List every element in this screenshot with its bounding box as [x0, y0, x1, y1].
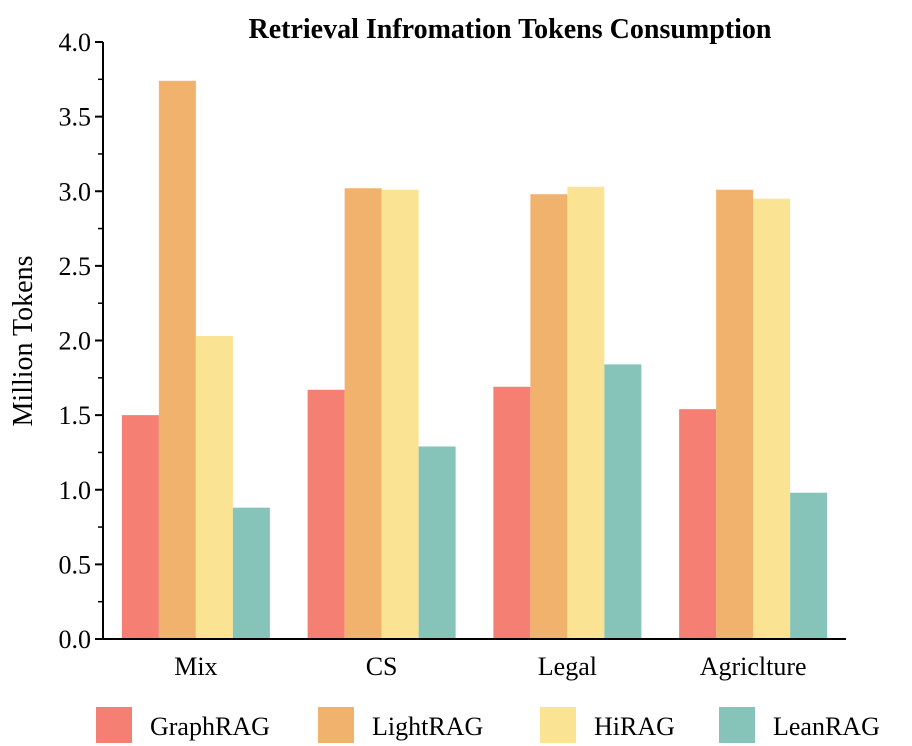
legend: GraphRAG LightRAG HiRAG LeanRAG — [96, 707, 880, 743]
bar-graphrag-legal — [493, 386, 531, 639]
bar-graphrag-cs — [307, 389, 345, 639]
legend-swatch-leanrag — [719, 707, 755, 743]
y-tick-label: 2.5 — [59, 252, 92, 281]
bar-graphrag-mix — [121, 415, 159, 639]
chart-title: Retrieval Infromation Tokens Consumption — [248, 14, 771, 45]
legend-swatch-hirag — [540, 707, 576, 743]
y-tick-label: 2.0 — [59, 327, 92, 356]
bar-hirag-mix — [195, 336, 233, 639]
legend-label-lightrag: LightRAG — [372, 712, 483, 741]
x-tick-label: Agriclture — [700, 652, 807, 681]
y-axis-ticks: 0.0 0.5 1.0 1.5 2.0 2.5 3.0 3.5 4.0 — [59, 28, 103, 654]
legend-label-leanrag: LeanRAG — [773, 712, 880, 741]
y-tick-label: 3.0 — [59, 177, 92, 206]
bar-lightrag-legal — [530, 194, 568, 640]
legend-swatch-graphrag — [96, 707, 132, 743]
bar-leanrag-agriclture — [790, 492, 828, 639]
bar-lightrag-mix — [158, 80, 196, 640]
bar-hirag-agriclture — [753, 198, 791, 639]
bar-hirag-cs — [381, 189, 419, 639]
x-tick-label: Mix — [174, 652, 217, 681]
bar-lightrag-agriclture — [716, 189, 754, 639]
bar-lightrag-cs — [344, 188, 382, 639]
x-tick-label: Legal — [538, 652, 597, 681]
x-axis-ticks: Mix CS Legal Agriclture — [174, 652, 806, 681]
bar-hirag-legal — [567, 186, 605, 639]
y-tick-label: 0.5 — [59, 550, 92, 579]
bar-leanrag-legal — [604, 364, 642, 639]
x-tick-label: CS — [366, 652, 398, 681]
bar-leanrag-mix — [232, 507, 270, 639]
y-tick-label: 1.0 — [59, 476, 92, 505]
legend-label-graphrag: GraphRAG — [150, 712, 270, 741]
legend-label-hirag: HiRAG — [594, 712, 675, 741]
y-tick-label: 0.0 — [59, 625, 92, 654]
legend-swatch-lightrag — [318, 707, 354, 743]
bar-graphrag-agriclture — [679, 409, 717, 639]
y-tick-label: 3.5 — [59, 103, 92, 132]
y-tick-label: 4.0 — [59, 28, 92, 57]
bar-leanrag-cs — [418, 446, 456, 639]
y-axis-label: Million Tokens — [8, 256, 39, 427]
y-tick-label: 1.5 — [59, 401, 92, 430]
bars-group — [121, 80, 828, 640]
